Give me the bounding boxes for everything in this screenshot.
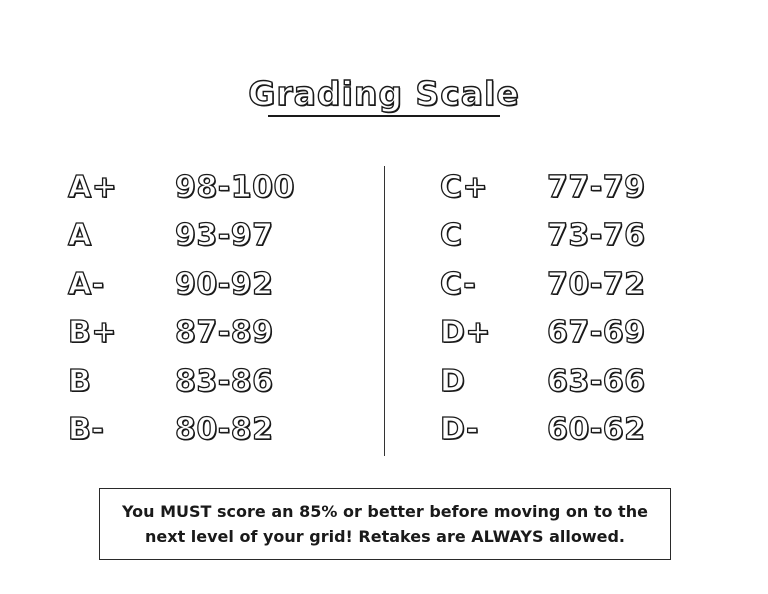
grade-letter: A [67, 218, 92, 254]
policy-note-line: You MUST score an 85% or better before m… [122, 502, 648, 521]
grade-letter: C- [439, 266, 477, 302]
grade-letter: A- [67, 266, 105, 302]
policy-note-box: You MUST score an 85% or better before m… [99, 488, 671, 560]
grade-range: 73-76 [546, 218, 646, 254]
grade-range: 83-86 [174, 363, 274, 399]
grade-letter: C [439, 218, 463, 254]
grade-range: 77-79 [546, 169, 646, 205]
page-title: Grading Scale [248, 73, 520, 113]
grade-range: 63-66 [546, 363, 646, 399]
policy-note-line: next level of your grid! Retakes are ALW… [145, 527, 625, 546]
grade-letter: B+ [67, 315, 118, 351]
grade-letter: D- [439, 411, 479, 447]
grade-range: 90-92 [174, 266, 274, 302]
title-underline [268, 115, 500, 117]
grade-letter: B [67, 363, 92, 399]
grade-letter: B- [67, 411, 105, 447]
column-divider [384, 166, 385, 456]
grade-letter: A+ [67, 169, 118, 205]
grade-range: 87-89 [174, 315, 274, 351]
grade-letter: C+ [439, 169, 489, 205]
grade-letter: D [439, 363, 466, 399]
grade-range: 70-72 [546, 266, 646, 302]
grade-range: 80-82 [174, 411, 274, 447]
grade-range: 67-69 [546, 315, 646, 351]
grade-range: 98-100 [174, 169, 295, 205]
grade-range: 60-62 [546, 411, 646, 447]
grade-range: 93-97 [174, 218, 274, 254]
grade-letter: D+ [439, 315, 492, 351]
